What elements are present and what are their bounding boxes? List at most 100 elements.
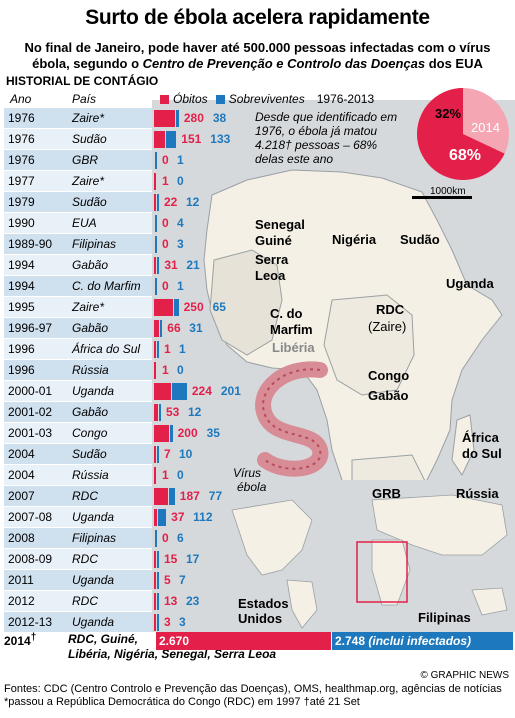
value-deaths: 250 [183, 300, 204, 314]
countries-2014-line-1: RDC, Guiné, [68, 632, 139, 646]
bar-2014-survivors-note: (inclui infectados) [368, 634, 472, 648]
scale-bar [412, 196, 472, 199]
table-row: 1989-90 Filipinas [4, 234, 152, 255]
bar-survivors [157, 446, 159, 463]
label-africa-do-sul-2: do Sul [462, 446, 502, 461]
value-deaths: 0 [162, 237, 169, 251]
row-country: Rússia [72, 468, 109, 482]
bar-survivors [166, 131, 177, 148]
label-leoa: Leoa [255, 268, 286, 283]
bar-survivors [157, 572, 159, 589]
value-survivors: 3 [177, 237, 184, 251]
legend-deaths-swatch [160, 94, 169, 104]
bar-deaths [154, 194, 156, 211]
value-deaths: 0 [162, 279, 169, 293]
row-year: 1976 [8, 153, 35, 167]
row-year: 2012-13 [8, 615, 53, 629]
table-row: 1996-97 Gabão [4, 318, 152, 339]
row-country: Gabão [72, 321, 109, 335]
bar-survivors [170, 425, 173, 442]
bar-survivors [157, 593, 159, 610]
world-australia [471, 587, 508, 616]
row-year: 1977 [8, 174, 35, 188]
pie-label-68: 68% [449, 147, 481, 164]
value-survivors: 0 [177, 174, 184, 188]
footer-sources: Fontes: CDC (Centro Controlo e Prevenção… [4, 683, 502, 695]
bar-row: 31 21 [152, 255, 352, 276]
bar-deaths [154, 467, 156, 484]
value-survivors: 201 [220, 384, 241, 398]
label-guine: Guiné [255, 233, 292, 248]
table-row: 2000-01 Uganda [4, 381, 152, 402]
value-deaths: 1 [164, 342, 171, 356]
table-row: 2012 RDC [4, 591, 152, 612]
row-country: Uganda [72, 615, 115, 629]
table-row: 2007 RDC [4, 486, 152, 507]
bar-deaths [154, 299, 173, 316]
row-year: 2011 [8, 573, 34, 587]
world-south-america [286, 579, 318, 629]
table-row: 1994 Gabão [4, 255, 152, 276]
bar-survivors [155, 278, 157, 295]
row-country: Sudão [72, 195, 107, 209]
year-2014: 2014† [4, 632, 152, 648]
subtitle-line-2: ébola, segundo o Centro de Prevenção e C… [0, 56, 515, 72]
bar-deaths [154, 320, 159, 337]
subtitle-line-1: No final de Janeiro, pode haver até 500.… [24, 40, 491, 55]
bar-deaths [154, 362, 156, 379]
value-deaths: 15 [164, 552, 178, 566]
table-row: 2004 Sudão [4, 444, 152, 465]
value-survivors: 112 [193, 510, 213, 524]
value-survivors: 7 [179, 573, 186, 587]
bar-deaths [154, 131, 166, 148]
row-country: Uganda [72, 573, 115, 587]
bar-deaths [154, 404, 158, 421]
value-survivors: 31 [189, 321, 203, 335]
bar-row: 250 65 [152, 297, 352, 318]
bar-survivors [159, 320, 163, 337]
row-country: Sudão [72, 447, 107, 461]
value-survivors: 1 [177, 153, 184, 167]
value-deaths: 224 [191, 384, 212, 398]
label-serra: Serra [255, 252, 289, 267]
year-2014-label: 2014 [4, 634, 31, 648]
table-row: 1979 Sudão [4, 192, 152, 213]
bar-row: 53 12 [152, 402, 352, 423]
history-heading: HISTORIAL DE CONTÁGIO [6, 74, 159, 88]
value-survivors: 17 [186, 552, 200, 566]
scale-label: 1000km [430, 186, 466, 197]
value-deaths: 1 [162, 468, 169, 482]
value-deaths: 0 [162, 153, 169, 167]
row-country: Zaire* [72, 300, 105, 314]
row-country: RDC [72, 489, 98, 503]
value-deaths: 22 [164, 195, 178, 209]
row-year: 2001-02 [8, 405, 53, 419]
label-filipinas: Filipinas [418, 610, 471, 625]
bar-row: 7 10 [152, 444, 352, 465]
row-country: Gabão [72, 405, 109, 419]
label-liberia: Libéria [272, 340, 315, 355]
countries-2014-line-2: Libéria, Nigéria, Senegal, Serra Leoa [68, 647, 277, 661]
bar-row: 224 201 [152, 381, 352, 402]
pie-chart: 32% 2014 68% [415, 86, 511, 187]
row-year: 2007 [8, 489, 35, 503]
subtitle-part-a: ébola, segundo o [32, 56, 143, 71]
bar-deaths [154, 257, 157, 274]
row-year: 1995 [8, 300, 35, 314]
bar-survivors [155, 530, 157, 547]
table-row: 1996 África do Sul [4, 339, 152, 360]
legend-survivors-label: Sobreviventes [228, 92, 305, 106]
legend-survivors-swatch [215, 94, 225, 104]
value-deaths: 151 [181, 132, 202, 146]
bar-row: 200 35 [152, 423, 352, 444]
value-deaths: 37 [171, 510, 185, 524]
history-bars: 280 38 151 133 0 1 1 0 22 12 0 4 0 3 31 21 0 1 250 65 66 31 1 1… [152, 108, 352, 633]
value-deaths: 187 [179, 489, 200, 503]
row-year: 1996 [8, 342, 35, 356]
row-year: 2012 [8, 594, 35, 608]
